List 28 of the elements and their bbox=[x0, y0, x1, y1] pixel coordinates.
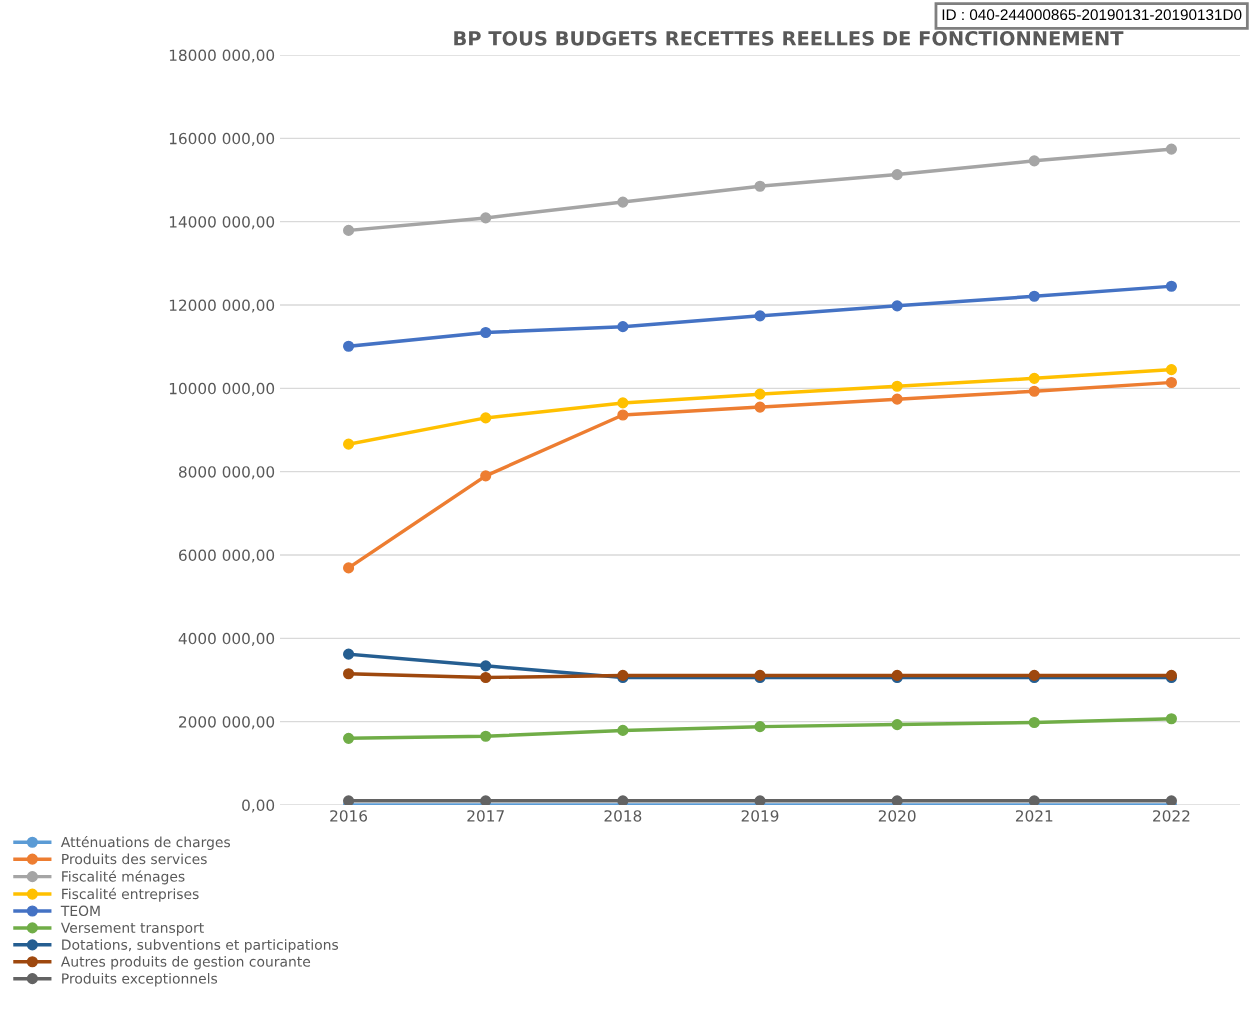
y-tick-label: 2000 000,00 bbox=[179, 716, 275, 730]
text: ID : 040-244000865-20190131-20190131D0 bbox=[942, 9, 1242, 21]
x-tick-label: 2017 bbox=[467, 810, 504, 822]
y-tick-label: 14000 000,00 bbox=[169, 216, 275, 230]
legend-label: Produits des services bbox=[62, 853, 207, 865]
chart-title: BP TOUS BUDGETS RECETTES REELLES DE FONCTIONNEMENT bbox=[454, 30, 1124, 46]
y-tick-label: 16000 000,00 bbox=[169, 132, 275, 146]
y-tick-label: 10000 000,00 bbox=[169, 382, 275, 396]
x-tick-label: 2016 bbox=[330, 810, 368, 822]
y-tick-label: 0,00 bbox=[242, 799, 275, 813]
x-tick-label: 2019 bbox=[741, 810, 779, 822]
y-tick-label: 12000 000,00 bbox=[169, 299, 275, 313]
legend-label: Fiscalité ménages bbox=[62, 870, 185, 885]
y-tick-label: 4000 000,00 bbox=[178, 632, 275, 646]
x-tick-label: 2022 bbox=[1153, 810, 1190, 822]
legend-label: TEOM bbox=[60, 905, 100, 917]
legend-label: Produits exceptionnels bbox=[62, 972, 218, 987]
legend-label: Dotations, subventions et participations bbox=[62, 939, 339, 953]
y-tick-label: 6000 000,00 bbox=[179, 549, 275, 563]
y-tick-label: 18000 000,00 bbox=[169, 49, 275, 63]
x-tick-label: 2021 bbox=[1015, 810, 1053, 822]
x-tick-label: 2018 bbox=[604, 810, 642, 822]
legend-label: Fiscalité entreprises bbox=[62, 887, 199, 902]
legend-label: Autres produits de gestion courante bbox=[60, 956, 311, 970]
x-tick-label: 2020 bbox=[878, 810, 916, 822]
y-tick-label: 8000 000,00 bbox=[178, 466, 275, 480]
legend-label: Versement transport bbox=[60, 922, 204, 936]
legend-label: Atténuations de charges bbox=[60, 836, 231, 850]
